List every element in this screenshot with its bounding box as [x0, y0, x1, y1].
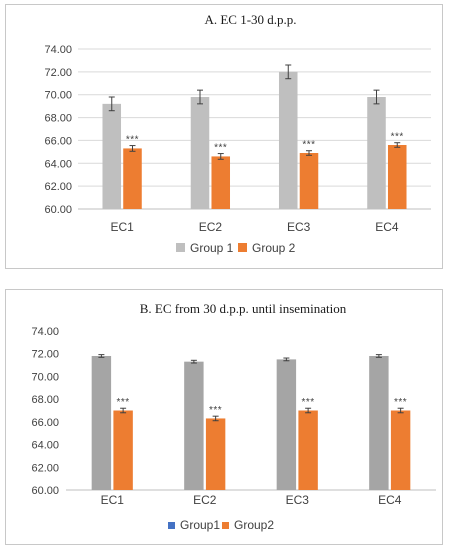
- chart-panel-a: A. EC 1-30 d.p.p. 60.00 62.00 64.00 66.00 68.…: [5, 4, 443, 269]
- y-tick-label: 74.00: [31, 326, 59, 338]
- bar-a-s2-ec1: [123, 148, 142, 209]
- category-label: EC3: [287, 220, 311, 234]
- significance-label: ***: [394, 397, 407, 408]
- bar-b-s2-ec2: [205, 418, 226, 490]
- chart-title-a: A. EC 1-30 d.p.p.: [204, 12, 296, 27]
- bar-a-s2-ec4: [387, 145, 407, 209]
- significance-label: ***: [126, 135, 139, 146]
- y-tick-label: 72.00: [31, 349, 59, 361]
- y-tick-label: 62.00: [31, 462, 59, 474]
- bar-a-s1-ec1: [102, 103, 122, 209]
- y-tick-label: 70.00: [31, 371, 59, 383]
- category-label: EC2: [193, 493, 217, 507]
- y-tick-label: 64.00: [31, 440, 59, 452]
- legend-label-1: Group 1: [190, 241, 234, 255]
- category-label: EC3: [286, 493, 310, 507]
- significance-label: ***: [209, 405, 222, 416]
- legend-swatch-1: [176, 243, 185, 252]
- bar-b-s2-ec4: [390, 410, 411, 490]
- y-tick-label: 74.00: [44, 44, 72, 56]
- y-tick-label: 68.00: [44, 113, 72, 125]
- legend-label-2: Group 2: [252, 241, 296, 255]
- significance-label: ***: [214, 143, 227, 154]
- legend-swatch-1: [168, 522, 175, 529]
- chart-b: B. EC from 30 d.p.p. until insemination 6…: [31, 301, 436, 532]
- bar-a-s1-ec3: [278, 71, 298, 209]
- y-tick-label: 60.00: [31, 485, 59, 497]
- bar-b-s1-ec3: [276, 359, 297, 490]
- category-label: EC4: [378, 493, 402, 507]
- y-tick-label: 72.00: [44, 67, 72, 79]
- bar-a-s1-ec2: [190, 97, 210, 209]
- category-label: EC4: [375, 220, 399, 234]
- significance-label: ***: [302, 397, 315, 408]
- bar-a-s2-ec3: [299, 153, 319, 209]
- significance-label: ***: [117, 397, 130, 408]
- y-tick-label: 64.00: [44, 158, 72, 170]
- legend-label-1: Group1: [180, 518, 220, 532]
- category-label: EC1: [101, 493, 125, 507]
- y-tick-label: 70.00: [44, 90, 72, 102]
- y-tick-label: 66.00: [31, 417, 59, 429]
- legend-swatch-2: [238, 243, 247, 252]
- significance-label: ***: [302, 140, 315, 151]
- bar-b-s2-ec3: [298, 410, 318, 490]
- bar-b-s1-ec4: [369, 355, 389, 490]
- category-label: EC2: [199, 220, 223, 234]
- chart-a: A. EC 1-30 d.p.p. 60.00 62.00 64.00 66.00 68.…: [44, 12, 431, 255]
- legend-swatch-2: [222, 522, 229, 529]
- y-tick-label: 68.00: [31, 394, 59, 406]
- category-label: EC1: [110, 220, 134, 234]
- y-tick-label: 66.00: [44, 135, 72, 147]
- legend-label-2: Group2: [234, 518, 274, 532]
- chart-panel-b: B. EC from 30 d.p.p. until insemination 6…: [5, 289, 443, 545]
- bar-a-s2-ec2: [211, 156, 231, 209]
- bar-b-s1-ec1: [91, 355, 112, 490]
- y-tick-label: 60.00: [44, 204, 72, 216]
- bar-b-s1-ec2: [184, 361, 204, 490]
- bar-b-s2-ec1: [113, 410, 133, 490]
- significance-label: ***: [391, 132, 404, 143]
- bar-a-s1-ec4: [367, 97, 386, 209]
- y-tick-label: 62.00: [44, 181, 72, 193]
- chart-title-b: B. EC from 30 d.p.p. until insemination: [140, 301, 347, 316]
